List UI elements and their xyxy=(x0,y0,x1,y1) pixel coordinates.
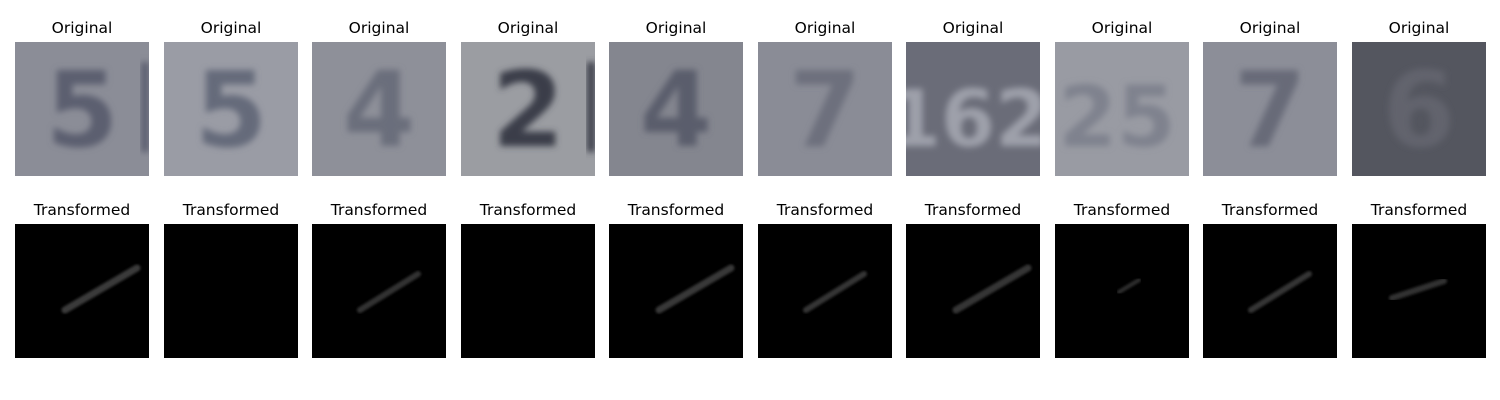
image-background xyxy=(758,224,892,358)
transformed-image xyxy=(164,224,298,358)
transformed-title: Transformed xyxy=(776,201,874,219)
original-image: 6 xyxy=(1352,42,1486,176)
transformed-title: Transformed xyxy=(924,201,1022,219)
original-image: 162 xyxy=(906,42,1040,176)
transformed-image xyxy=(758,224,892,358)
original-title: Original xyxy=(200,19,262,37)
original-image: 25 xyxy=(1055,42,1189,176)
original-title: Original xyxy=(348,19,410,37)
transformed-image xyxy=(461,224,595,358)
original-title: Original xyxy=(1239,19,1301,37)
transformed-image xyxy=(1203,224,1337,358)
digit-glyph: 25 xyxy=(1059,68,1176,166)
image-background xyxy=(906,224,1040,358)
digit-glyph: 4 xyxy=(640,49,712,171)
transformed-title: Transformed xyxy=(330,201,428,219)
image-background xyxy=(461,224,595,358)
transformed-streak xyxy=(803,271,867,313)
original-image: 4 xyxy=(312,42,446,176)
image-background xyxy=(758,42,892,176)
transformed-title: Transformed xyxy=(1073,201,1171,219)
original-title: Original xyxy=(645,19,707,37)
original-image: 7 xyxy=(758,42,892,176)
transformed-image xyxy=(906,224,1040,358)
image-background xyxy=(1055,42,1189,176)
transformed-title: Transformed xyxy=(627,201,725,219)
original-image: 2 xyxy=(461,42,595,176)
image-background xyxy=(15,224,149,358)
image-background xyxy=(164,224,298,358)
transformed-streak xyxy=(655,264,735,314)
original-title: Original xyxy=(497,19,559,37)
image-background xyxy=(906,42,1040,176)
image-background xyxy=(15,42,149,176)
digit-glyph: 6 xyxy=(1383,49,1455,171)
transformed-streak xyxy=(61,264,141,314)
digit-glyph: 4 xyxy=(343,49,415,171)
transformed-image xyxy=(312,224,446,358)
original-image: 4 xyxy=(609,42,743,176)
transformed-streak xyxy=(1389,278,1447,301)
transformed-streak xyxy=(952,264,1032,314)
image-background xyxy=(1352,42,1486,176)
original-title: Original xyxy=(1388,19,1450,37)
image-background xyxy=(164,42,298,176)
original-image: 5 xyxy=(164,42,298,176)
transformed-streak xyxy=(1117,278,1141,294)
image-background xyxy=(1203,42,1337,176)
transformed-title: Transformed xyxy=(1221,201,1319,219)
image-background xyxy=(312,42,446,176)
digit-glyph: 162 xyxy=(906,75,1040,165)
digit-glyph: 2 xyxy=(492,49,564,171)
transformed-title: Transformed xyxy=(182,201,280,219)
digit-glyph: 7 xyxy=(1234,49,1306,171)
original-title: Original xyxy=(51,19,113,37)
digit-glyph: 5 xyxy=(46,49,118,171)
transformed-image xyxy=(15,224,149,358)
original-title: Original xyxy=(942,19,1004,37)
original-title: Original xyxy=(794,19,856,37)
transformed-streak xyxy=(357,271,421,313)
image-background xyxy=(312,224,446,358)
original-title: Original xyxy=(1091,19,1153,37)
digit-glyph: 5 xyxy=(195,49,267,171)
image-background xyxy=(609,42,743,176)
image-background xyxy=(461,42,595,176)
original-image: 7 xyxy=(1203,42,1337,176)
transformed-image xyxy=(1055,224,1189,358)
transformed-image xyxy=(609,224,743,358)
transformed-streak xyxy=(1248,271,1312,313)
digit-glyph: 7 xyxy=(789,49,861,171)
transformed-title: Transformed xyxy=(479,201,577,219)
transformed-title: Transformed xyxy=(33,201,131,219)
transformed-image xyxy=(1352,224,1486,358)
image-background xyxy=(1203,224,1337,358)
transformed-title: Transformed xyxy=(1370,201,1468,219)
neighbor-digit-fragment xyxy=(141,62,149,152)
original-image: 5 xyxy=(15,42,149,176)
image-background xyxy=(609,224,743,358)
neighbor-digit-fragment xyxy=(587,62,595,152)
